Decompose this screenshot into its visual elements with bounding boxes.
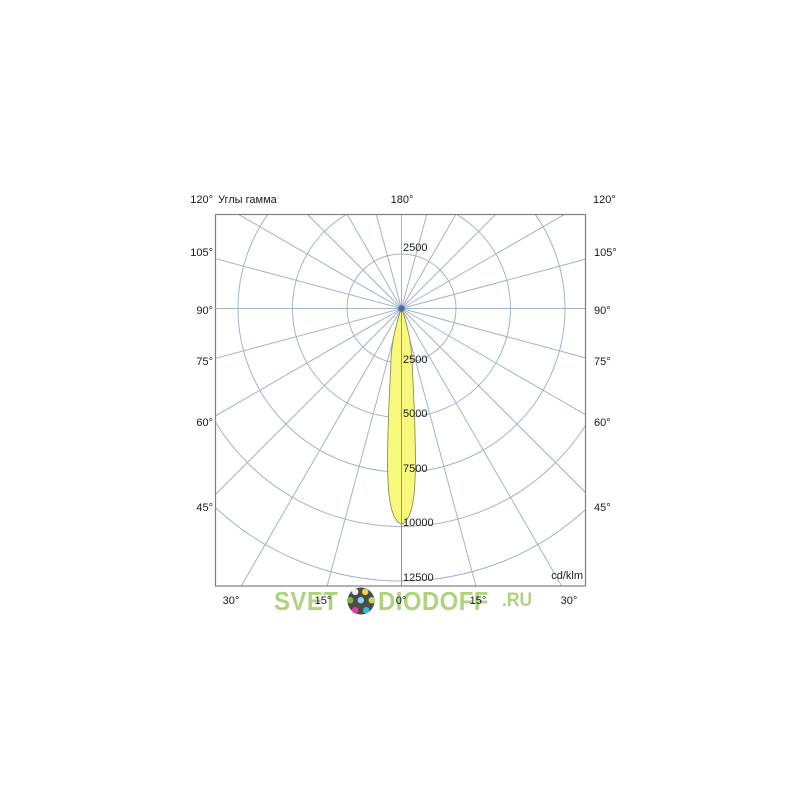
watermark-text-right: DIODOFF [377, 586, 489, 616]
axis-label-120-top-left: 120° [190, 194, 213, 206]
axis-label-15-bottom-right: 15° [469, 595, 487, 607]
axis-label-45-right: 45° [594, 502, 611, 514]
axis-label-90-right: 90° [594, 305, 611, 317]
ring-label-12500: 12500 [403, 572, 434, 584]
axis-label-60-left: 60° [196, 417, 213, 429]
watermark-suffix: .RU [502, 590, 533, 611]
axis-label-105-left: 105° [190, 247, 213, 259]
watermark-text-left: SVET [274, 586, 339, 616]
pole-dot [398, 305, 405, 312]
watermark: SVET DIODOFF .RU [274, 584, 535, 618]
axis-label-60-right: 60° [594, 417, 611, 429]
axis-label-120-top-right: 120° [593, 194, 616, 206]
axis-label-75-left: 75° [196, 356, 213, 368]
unit-label: cd/klm [551, 570, 583, 582]
axis-label-45-left: 45° [196, 502, 213, 514]
axis-label-105-right: 105° [594, 247, 617, 259]
ring-label-2500-upper: 2500 [403, 242, 428, 254]
ring-label-2500: 2500 [403, 354, 428, 366]
ring-label-5000: 5000 [403, 408, 428, 420]
axis-label-30-bottom-right: 30° [560, 595, 578, 607]
watermark-logo-icon [346, 587, 375, 615]
axis-label-180-top: 180° [390, 194, 414, 206]
ring-label-10000: 10000 [403, 517, 434, 529]
axis-label-90-left: 90° [196, 305, 213, 317]
axis-label-15-bottom-left: 15° [314, 595, 332, 607]
axis-label-0-bottom: 0° [395, 595, 407, 607]
axis-label-75-right: 75° [594, 356, 611, 368]
axis-label-30-bottom-left: 30° [222, 595, 240, 607]
chart-title: Углы гамма [218, 194, 277, 206]
ring-label-7500: 7500 [403, 463, 428, 475]
